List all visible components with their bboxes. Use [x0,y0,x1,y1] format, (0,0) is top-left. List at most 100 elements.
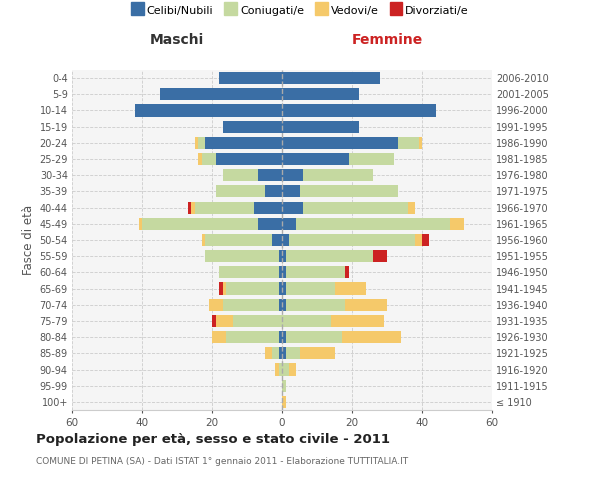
Bar [194,202,254,213]
Bar [142,218,257,230]
Bar [286,282,335,294]
Text: Maschi: Maschi [150,34,204,48]
Bar [282,153,349,165]
Bar [265,186,282,198]
Bar [257,169,282,181]
Bar [345,298,387,311]
Bar [286,298,345,311]
Bar [265,348,271,360]
Bar [341,331,401,343]
Bar [223,120,282,132]
Bar [345,266,349,278]
Bar [278,266,282,278]
Bar [226,282,278,294]
Bar [205,234,271,246]
Bar [286,250,373,262]
Bar [286,266,345,278]
Text: COMUNE DI PETINA (SA) - Dati ISTAT 1° gennaio 2011 - Elaborazione TUTTITALIA.IT: COMUNE DI PETINA (SA) - Dati ISTAT 1° ge… [36,457,408,466]
Bar [278,348,282,360]
Bar [286,348,299,360]
Bar [282,218,296,230]
Bar [198,137,205,149]
Bar [282,331,286,343]
Bar [278,331,282,343]
Bar [223,298,278,311]
Bar [215,315,233,327]
Bar [282,380,286,392]
Bar [212,315,215,327]
Bar [303,169,373,181]
Text: Popolazione per età, sesso e stato civile - 2011: Popolazione per età, sesso e stato civil… [36,432,390,446]
Bar [282,137,398,149]
Bar [408,202,415,213]
Bar [419,137,422,149]
Bar [282,234,289,246]
Bar [299,186,398,198]
Bar [205,250,278,262]
Bar [282,282,286,294]
Bar [209,298,223,311]
Bar [282,396,286,408]
Bar [194,137,198,149]
Bar [278,282,282,294]
Bar [215,153,282,165]
Bar [282,298,286,311]
Y-axis label: Fasce di età: Fasce di età [22,205,35,275]
Bar [215,186,265,198]
Bar [219,282,223,294]
Bar [219,72,282,84]
Bar [299,348,335,360]
Bar [282,104,436,117]
Bar [271,348,278,360]
Bar [233,315,282,327]
Bar [335,282,366,294]
Bar [223,169,257,181]
Bar [202,234,205,246]
Bar [450,218,464,230]
Bar [286,331,341,343]
Bar [296,218,450,230]
Bar [289,364,296,376]
Bar [282,315,331,327]
Bar [278,298,282,311]
Bar [282,348,286,360]
Bar [373,250,387,262]
Bar [191,202,194,213]
Bar [198,153,202,165]
Bar [289,234,415,246]
Bar [415,234,422,246]
Bar [139,218,142,230]
Bar [422,234,429,246]
Bar [282,169,303,181]
Bar [135,104,282,117]
Bar [226,331,278,343]
Bar [282,186,299,198]
Bar [278,250,282,262]
Bar [205,137,282,149]
Bar [212,331,226,343]
Y-axis label: Anni di nascita: Anni di nascita [598,196,600,284]
Bar [187,202,191,213]
Bar [349,153,394,165]
Bar [282,202,303,213]
Bar [160,88,282,101]
Bar [398,137,419,149]
Bar [271,234,282,246]
Bar [282,266,286,278]
Bar [219,266,278,278]
Bar [223,282,226,294]
Bar [282,250,286,262]
Bar [257,218,282,230]
Bar [282,88,359,101]
Bar [278,364,282,376]
Bar [282,72,380,84]
Bar [331,315,383,327]
Bar [282,120,359,132]
Bar [303,202,408,213]
Bar [254,202,282,213]
Legend: Celibi/Nubili, Coniugati/e, Vedovi/e, Divorziati/e: Celibi/Nubili, Coniugati/e, Vedovi/e, Di… [131,6,469,16]
Bar [282,364,289,376]
Bar [202,153,215,165]
Text: Femmine: Femmine [352,34,422,48]
Bar [275,364,278,376]
